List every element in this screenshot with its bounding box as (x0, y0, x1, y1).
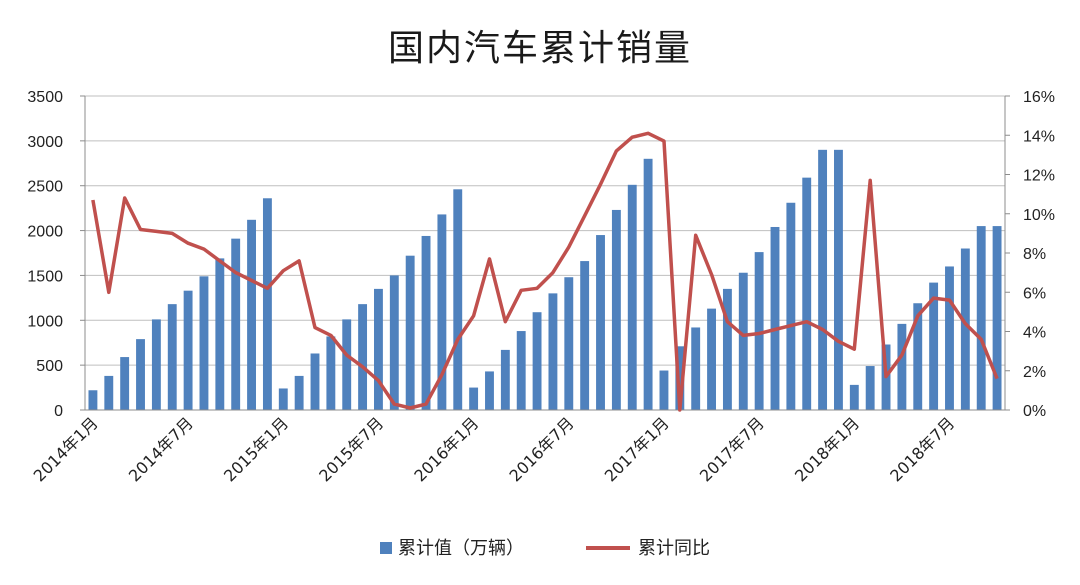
line-layer (91, 131, 999, 412)
bar (437, 214, 447, 410)
chart-title: 国内汽车累计销量 (388, 28, 692, 69)
bar (976, 226, 986, 410)
bar (199, 276, 209, 410)
y-right-tick-label: 16% (1023, 89, 1055, 106)
legend-label-line: 累计同比 (638, 538, 710, 559)
bar (342, 319, 352, 410)
y-left-tick-label: 1000 (27, 313, 63, 330)
bar (548, 293, 558, 410)
y-right-tick-label: 0% (1023, 403, 1046, 420)
bar (754, 252, 764, 410)
axes-layer (80, 95, 1010, 411)
series-line-yoy (91, 131, 999, 412)
bar (485, 371, 494, 410)
y-right-tick-label: 12% (1023, 168, 1055, 185)
y-left-tick-label: 500 (36, 358, 63, 375)
y-left-tick-label: 3500 (27, 89, 63, 106)
bar (834, 149, 843, 411)
y-left-tick-label: 0 (54, 403, 63, 420)
bar (945, 266, 954, 410)
bar (659, 370, 669, 410)
y-right-tick-label: 10% (1023, 207, 1055, 224)
y-right-tick-label: 14% (1023, 128, 1055, 145)
bar (104, 375, 114, 410)
bar (167, 304, 177, 410)
bar (802, 177, 812, 410)
bar (786, 202, 796, 410)
bar (929, 282, 939, 410)
bar (183, 290, 193, 410)
left-ticks-layer: 0 500 1000 1500 2000 2500 3000 3500 (27, 89, 63, 420)
bar (453, 189, 463, 410)
y-left-tick-label: 2500 (27, 179, 63, 196)
bar (580, 261, 590, 410)
bar (294, 375, 304, 410)
bar (151, 319, 161, 410)
bar (326, 336, 336, 410)
bar (88, 390, 98, 410)
bar (247, 219, 256, 410)
bar (278, 388, 288, 410)
bar (897, 323, 907, 410)
right-ticks-layer: 0% 2% 4% 6% 8% 10% 12% 14% 16% (1023, 89, 1055, 420)
bar (627, 184, 637, 410)
y-right-tick-label: 4% (1023, 325, 1046, 342)
bar (992, 226, 1002, 410)
bar (707, 308, 716, 410)
bar (310, 353, 320, 410)
bar (215, 258, 225, 410)
bar (849, 384, 859, 410)
bar (358, 304, 368, 410)
bar (532, 312, 542, 410)
bar (611, 209, 621, 410)
bar (405, 255, 415, 410)
bar (643, 158, 653, 410)
bar (389, 275, 399, 410)
y-left-tick-label: 2000 (27, 224, 63, 241)
y-right-tick-label: 8% (1023, 246, 1046, 263)
bar (675, 346, 685, 410)
bar (770, 226, 780, 410)
bar (421, 235, 431, 410)
bar (596, 235, 605, 410)
y-right-tick-label: 6% (1023, 285, 1046, 302)
bar (500, 349, 510, 410)
bar (691, 327, 701, 410)
bar (564, 277, 574, 410)
bar (231, 238, 241, 410)
bar (818, 149, 828, 411)
bar (722, 288, 732, 410)
bar (469, 387, 479, 410)
y-left-tick-label: 1500 (27, 268, 63, 285)
bar (120, 357, 130, 410)
y-left-tick-label: 3000 (27, 134, 63, 151)
bar (374, 288, 383, 410)
bars-layer (88, 149, 1002, 411)
bar (516, 331, 526, 410)
bar (865, 366, 875, 410)
y-right-tick-label: 2% (1023, 364, 1046, 381)
legend-label-bar: 累计值（万辆） (398, 538, 524, 559)
legend: 累计值（万辆） 累计同比 (380, 538, 710, 559)
bar (136, 339, 145, 410)
bar (738, 272, 748, 410)
bar (913, 303, 923, 410)
bar (960, 248, 970, 410)
bar (262, 198, 272, 410)
legend-swatch-bar (380, 542, 392, 554)
